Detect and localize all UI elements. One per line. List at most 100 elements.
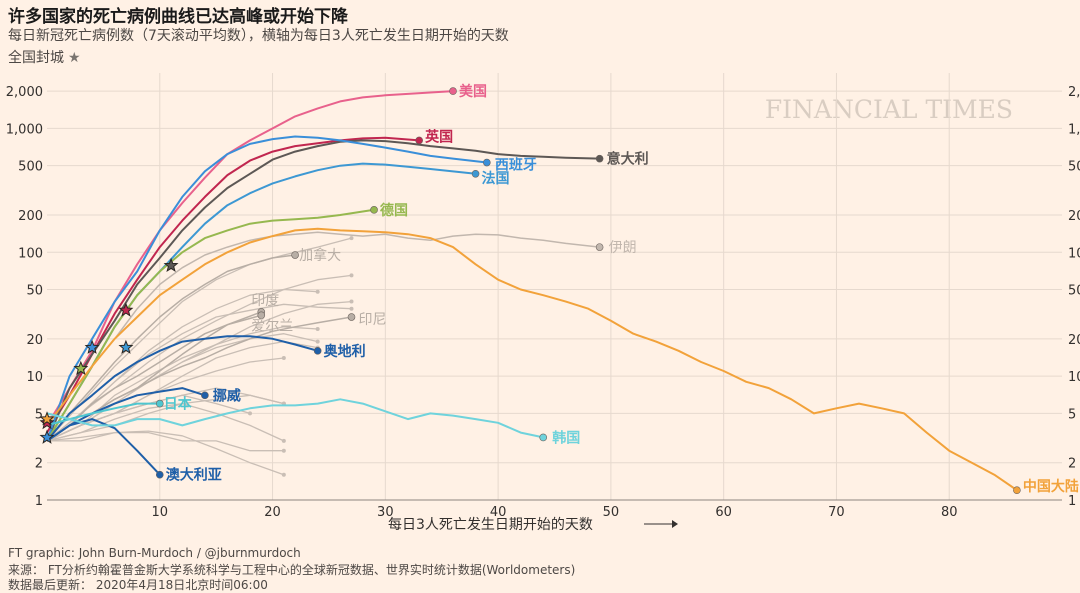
series-label-e68caae5a881: 挪威 [213, 387, 241, 404]
chart-subtitle: 每日新冠死亡病例数（7天滚动平均数），横轴为每日3人死亡发生日期开始的天数 [8, 28, 509, 44]
series-label-e58db0e5b0bc: 印尼 [359, 312, 387, 328]
series-end-e5a5a5e59cb0e588a9 [313, 347, 322, 355]
series-line-e58db0e5b0bc [46, 316, 352, 442]
y-tick-label-left: 2,000 [6, 85, 43, 100]
series-label-e88bb1e59bbd: 英国 [424, 128, 453, 145]
background-series-end [349, 273, 354, 278]
source-text: 来源： FT分析约翰霍普金斯大学系统科学与工程中心的全球新冠数据、世界实时统计数… [8, 563, 576, 577]
series-end-e697a5e69cac [155, 399, 164, 408]
background-series-end [281, 438, 286, 443]
series-end-e5beb7e59bbd [370, 206, 378, 214]
series-line-e5a5a5e59cb0e588a9 [46, 335, 318, 442]
y-tick-label-left: 100 [18, 246, 43, 261]
y-tick-label-left: 2 [35, 457, 43, 472]
y-tick-label-left: 1,000 [6, 122, 43, 137]
y-tick-label-left: 10 [26, 370, 43, 385]
series-label-e4bc8ae69c97: 伊朗 [609, 240, 637, 256]
background-series-end [248, 411, 252, 416]
y-tick-label-right: 50 [1068, 284, 1080, 299]
series-end-e58db0e5b0bc [347, 313, 356, 321]
lockdown-star-marker [39, 411, 55, 426]
background-series-end [315, 289, 320, 294]
lockdown-star-marker [84, 339, 100, 354]
series-end-e4bc8ae69c97 [595, 243, 604, 251]
background-series-line [46, 274, 352, 442]
series-end-e88bb1e59bbd [415, 136, 423, 145]
y-tick-label-left: 1 [35, 494, 43, 509]
series-line-e5beb7e59bbd [46, 208, 375, 442]
series-label-e4b8ade59bbde5a4a7e99986: 中国大陆 [1023, 478, 1079, 495]
background-series-end [315, 339, 320, 344]
lockdown-star-marker [118, 302, 134, 317]
background-series-line [46, 326, 318, 442]
series-label-e6beb3e5a4a7e588a9e4ba9a: 澳大利亚 [166, 467, 222, 484]
series-label-e6b395e59bbd: 法国 [482, 170, 510, 187]
page-title: 许多国家的死亡病例曲线已达高峰或开始下降 [8, 7, 348, 27]
series-end-e788b1e5b094e585b0 [257, 311, 266, 320]
series-line-e6beb3e5a4a7e588a9e4ba9a [46, 418, 161, 476]
series-end-e99fa9e59bbd [539, 433, 548, 442]
background-series-line [46, 402, 285, 442]
y-tick-label-left: 5 [35, 407, 43, 422]
series-line-e697a5e69cac [46, 402, 160, 427]
series-line-e88bb1e59bbd [46, 136, 420, 434]
background-series-line [46, 394, 284, 442]
lockdown-label: 全国封城 [8, 50, 64, 66]
series-line-e6848fe5a4a7e588a9 [46, 139, 600, 442]
x-tick-label: 80 [941, 505, 958, 520]
y-tick-label-right: 1,000 [1068, 122, 1080, 137]
background-series-line [46, 237, 352, 442]
y-tick-label-right: 500 [1068, 160, 1080, 175]
series-label-e788b1e5b094e585b0: 爱尔兰 [251, 318, 293, 334]
series-line-e8a5bfe78fade78999 [46, 135, 487, 442]
series-line-e4bc8ae69c97 [46, 231, 600, 426]
y-tick-label-right: 100 [1068, 246, 1080, 261]
series-line-e4b8ade59bbde5a4a7e99986 [46, 227, 1018, 492]
background-series-end [349, 299, 354, 304]
watermark-text: FINANCIAL TIMES [765, 95, 1013, 124]
series-end-e6848fe5a4a7e588a9 [595, 154, 604, 163]
series-line-e58aa0e68bbfe5a4a7 [46, 254, 296, 442]
y-tick-label-right: 5 [1068, 407, 1076, 422]
y-tick-label-right: 200 [1068, 209, 1080, 224]
series-end-e68caae5a881 [201, 391, 209, 400]
series-label-e58db0e5baa6: 印度 [251, 293, 279, 309]
y-tick-label-right: 10 [1068, 370, 1080, 385]
credit-text: FT graphic: John Burn-Murdoch / @jburnmu… [8, 546, 301, 560]
lockdown-star-marker [73, 360, 89, 376]
series-label-e697a5e69cac: 日本 [164, 396, 193, 413]
background-series-end [349, 236, 354, 241]
y-tick-label-right: 1 [1068, 494, 1076, 509]
series-label-e99fa9e59bbd: 韩国 [552, 429, 580, 446]
series-label-e58aa0e68bbfe5a4a7: 加拿大 [299, 247, 341, 264]
series-label-e5beb7e59bbd: 德国 [380, 202, 408, 219]
lockdown-star-marker [163, 257, 179, 273]
series-end-e7be8ee59bbd [449, 87, 457, 95]
series-label-e8a5bfe78fade78999: 西班牙 [495, 157, 537, 174]
y-tick-label-left: 200 [18, 209, 43, 224]
series-line-e788b1e5b094e585b0 [46, 314, 262, 442]
y-tick-label-left: 20 [26, 333, 43, 348]
series-end-e8a5bfe78fade78999 [483, 158, 491, 167]
background-series-end [281, 472, 286, 477]
y-tick-label-right: 2,000 [1068, 85, 1080, 100]
series-label-e6848fe5a4a7e588a9: 意大利 [607, 151, 649, 168]
star-icon: ★ [68, 50, 81, 66]
x-tick-label: 50 [603, 505, 620, 520]
background-series-line [46, 430, 285, 476]
x-axis-title: 每日3人死亡发生日期开始的天数 [388, 517, 593, 533]
background-series-line [47, 431, 284, 452]
series-label-e5a5a5e59cb0e588a9: 奥地利 [324, 343, 366, 360]
x-tick-label: 10 [152, 505, 169, 520]
background-series-end [315, 327, 320, 332]
background-series-line [46, 300, 352, 442]
y-tick-label-right: 20 [1068, 333, 1080, 348]
lockdown-star-marker [39, 429, 55, 444]
background-series-end [281, 356, 286, 361]
series-end-e4b8ade59bbde5a4a7e99986 [1013, 486, 1021, 494]
x-tick-label: 40 [490, 505, 507, 520]
series-end-e6b395e59bbd [471, 169, 480, 178]
y-tick-label-right: 2 [1068, 457, 1076, 472]
updated-text: 数据最后更新： 2020年4月18日北京时间06:00 [8, 578, 268, 592]
